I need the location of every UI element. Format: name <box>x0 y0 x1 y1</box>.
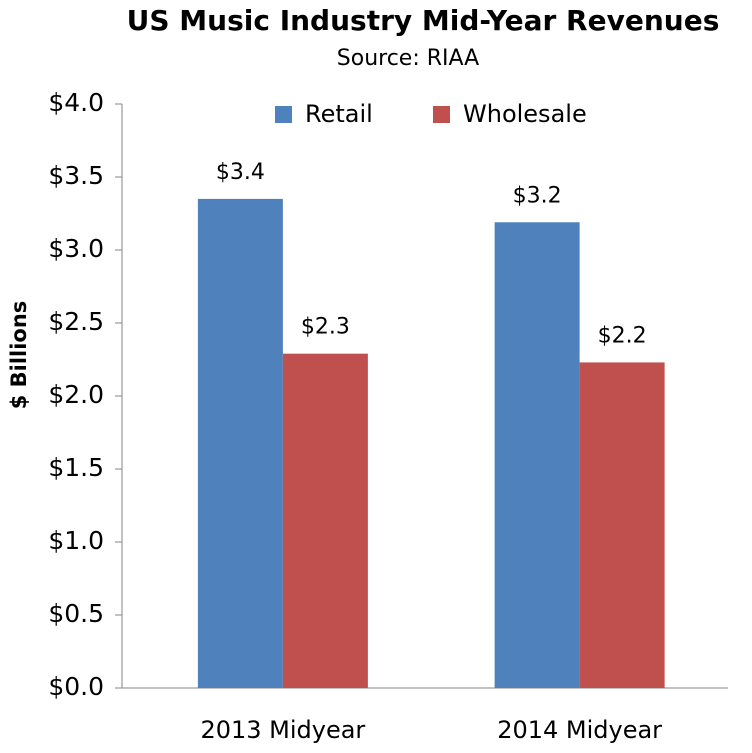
y-tick-label: $4.0 <box>48 88 104 117</box>
y-tick-label: $3.0 <box>48 234 104 263</box>
x-tick-label: 2013 Midyear <box>200 716 365 744</box>
bar <box>579 362 665 688</box>
y-tick-label: $0.5 <box>48 599 104 628</box>
value-label: $2.3 <box>301 315 350 340</box>
y-tick-label: $3.5 <box>48 161 104 190</box>
value-label: $3.4 <box>216 160 265 185</box>
value-label: $3.2 <box>513 183 562 208</box>
legend-swatch <box>275 106 292 123</box>
bar <box>197 198 283 688</box>
bar <box>282 353 368 688</box>
bar <box>494 222 580 688</box>
y-tick-label: $0.0 <box>48 672 104 701</box>
y-tick-label: $2.0 <box>48 380 104 409</box>
y-tick-label: $2.5 <box>48 307 104 336</box>
chart-subtitle: Source: RIAA <box>337 46 479 71</box>
y-axis-label: $ Billions <box>7 301 31 410</box>
legend-swatch <box>433 106 450 123</box>
legend-label: Retail <box>305 100 373 128</box>
y-tick-label: $1.0 <box>48 526 104 555</box>
chart-title: US Music Industry Mid-Year Revenues <box>127 4 720 37</box>
value-label: $2.2 <box>598 323 647 348</box>
y-tick-label: $1.5 <box>48 453 104 482</box>
legend-label: Wholesale <box>463 100 587 128</box>
x-tick-label: 2014 Midyear <box>497 716 662 744</box>
